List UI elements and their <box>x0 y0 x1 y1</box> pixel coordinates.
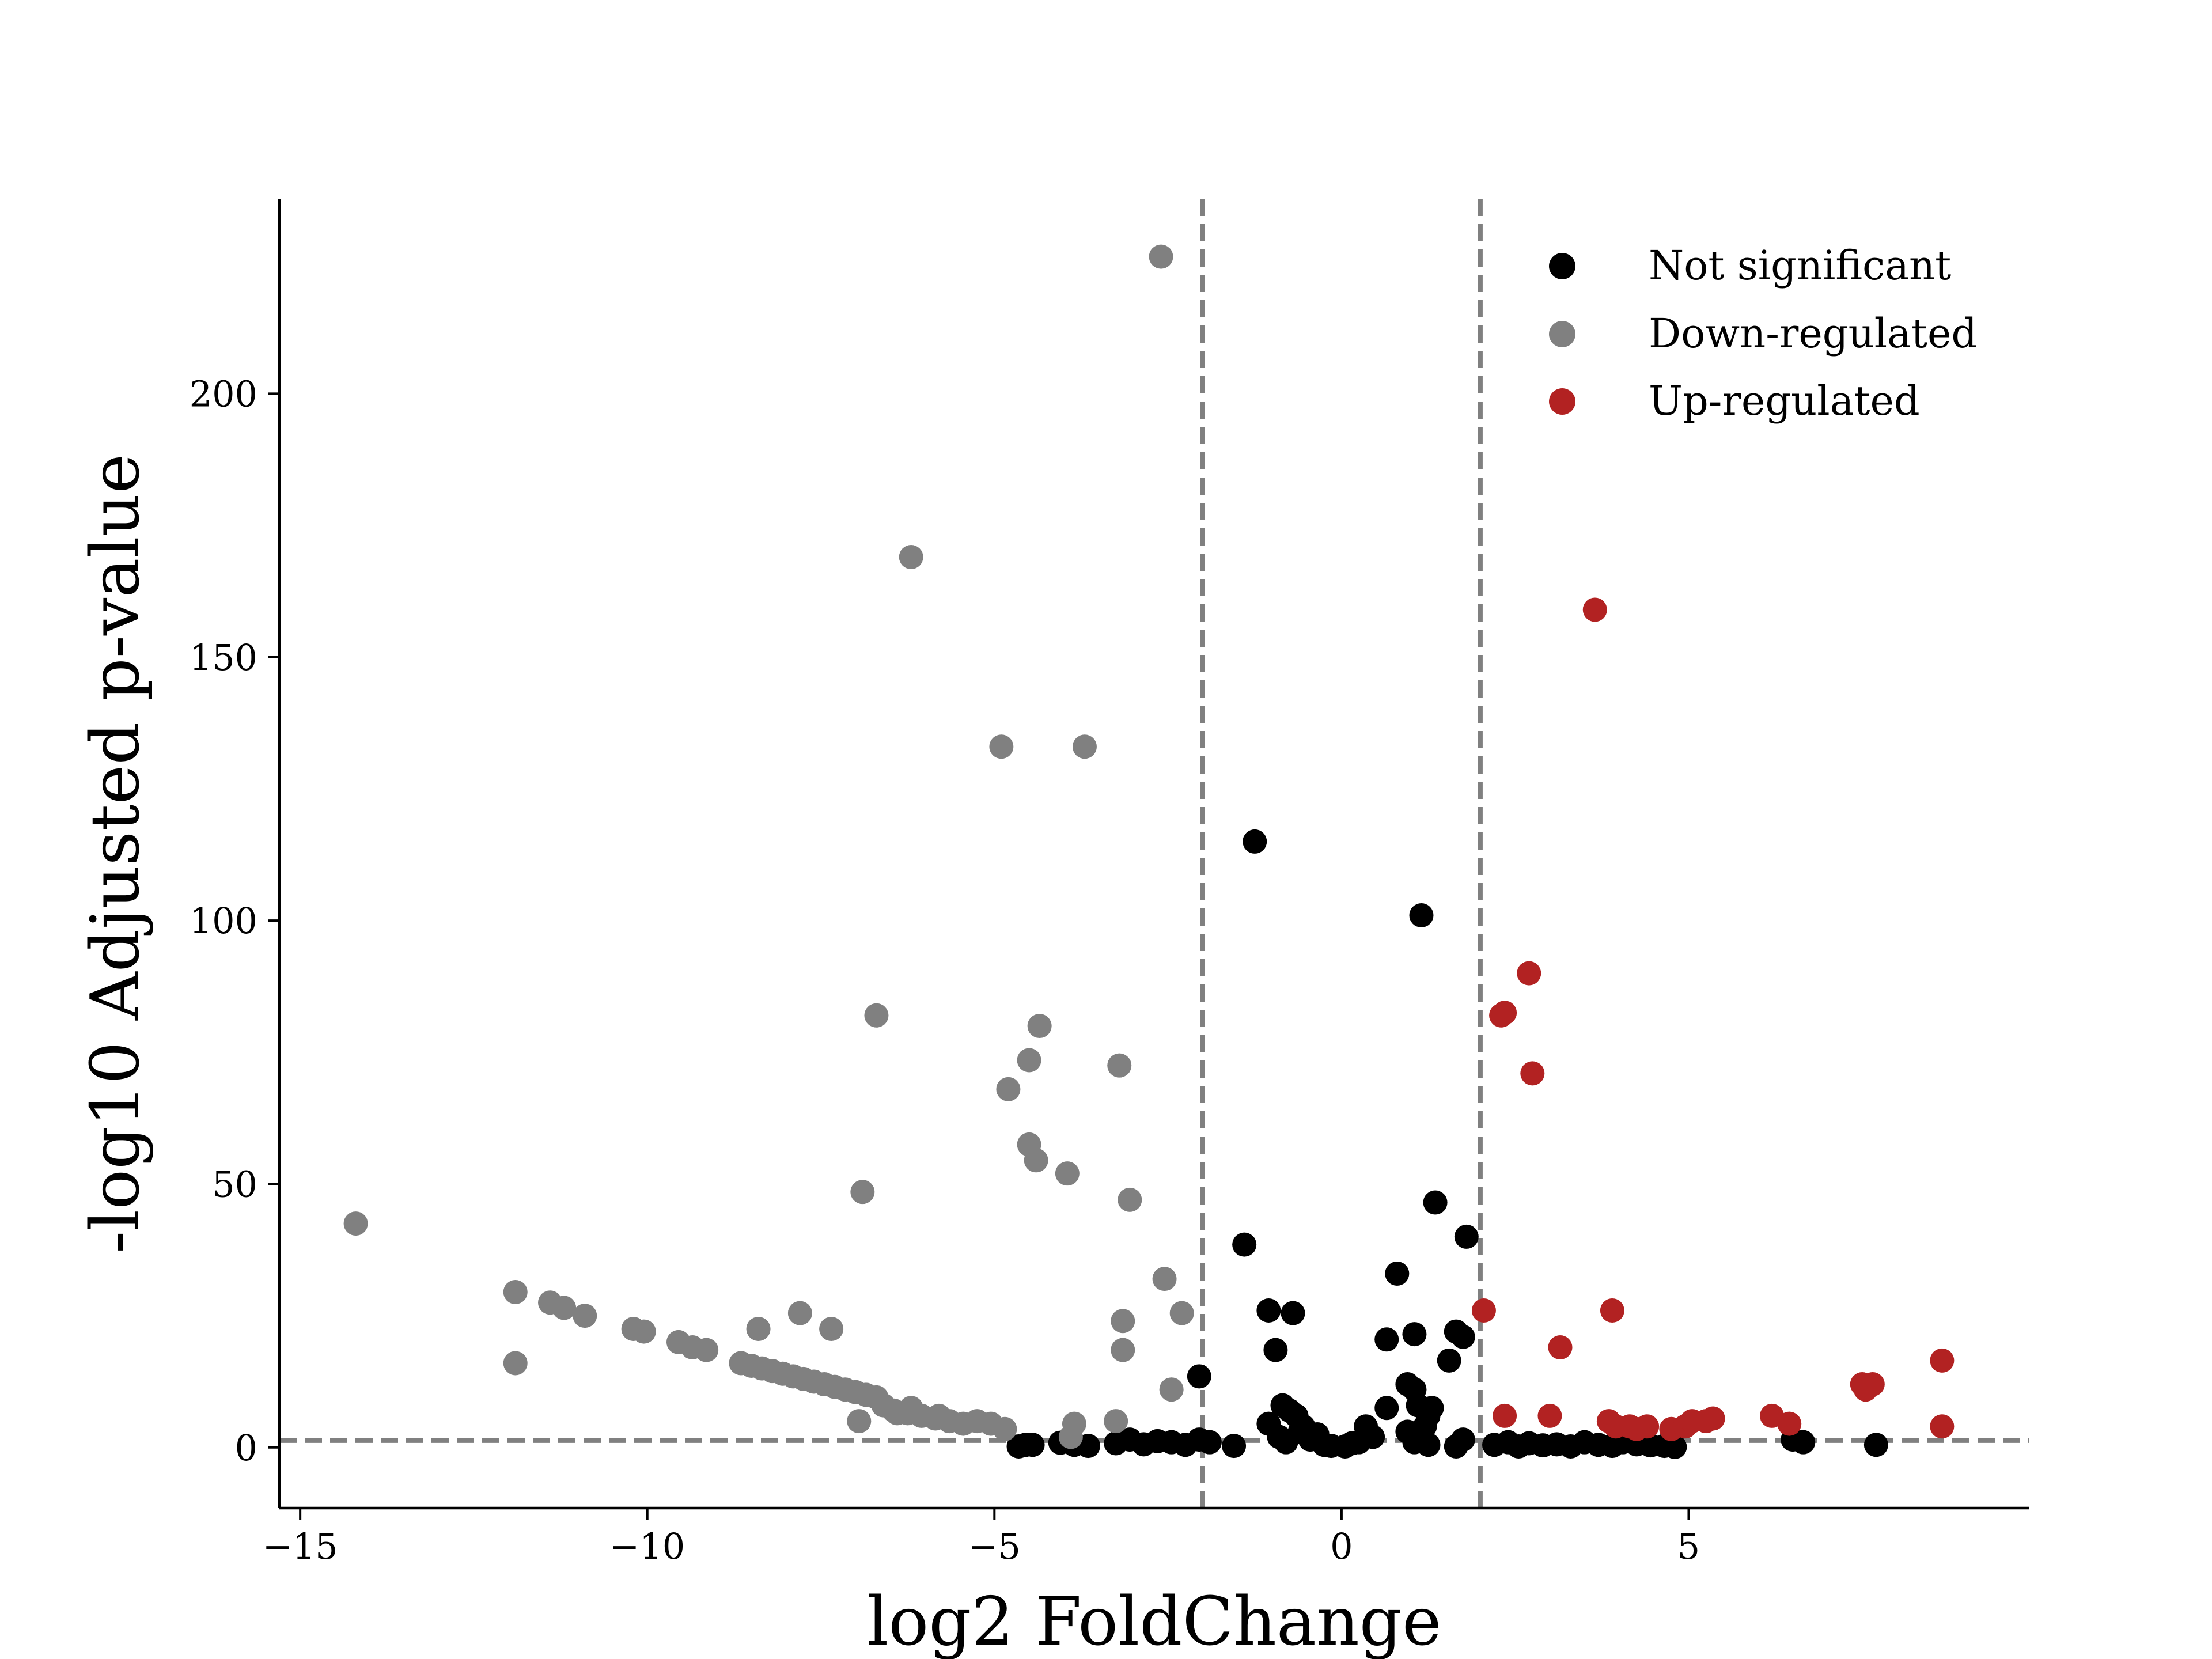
point-down-regulated <box>1153 1267 1177 1291</box>
point-not-significant <box>1402 1322 1426 1346</box>
point-down-regulated <box>1073 734 1097 759</box>
point-down-regulated <box>927 1404 951 1428</box>
y-tick-label: 100 <box>190 900 257 942</box>
point-down-regulated <box>1024 1148 1048 1172</box>
point-up-regulated <box>1635 1414 1659 1438</box>
y-axis-title: -log10 Adjusted p-value <box>77 454 154 1253</box>
point-down-regulated <box>1104 1409 1128 1433</box>
legend-marker-down-regulated <box>1549 321 1575 347</box>
point-down-regulated <box>788 1301 812 1325</box>
point-not-significant <box>1281 1301 1305 1325</box>
y-tick-label: 0 <box>235 1427 257 1469</box>
point-not-significant <box>1409 903 1433 927</box>
legend-label-not-significant: Not significant <box>1649 242 1951 289</box>
point-not-significant <box>1437 1349 1461 1373</box>
point-down-regulated <box>864 1003 888 1028</box>
legend-label-up-regulated: Up-regulated <box>1649 377 1920 425</box>
point-not-significant <box>1198 1430 1222 1455</box>
point-up-regulated <box>1517 961 1541 986</box>
point-down-regulated <box>1111 1309 1135 1333</box>
point-not-significant <box>1455 1225 1479 1249</box>
point-down-regulated <box>899 545 923 569</box>
point-down-regulated <box>1160 1377 1184 1402</box>
point-up-regulated <box>1583 597 1607 622</box>
point-up-regulated <box>1930 1414 1954 1438</box>
point-not-significant <box>1361 1425 1385 1449</box>
point-down-regulated <box>1107 1054 1131 1078</box>
point-not-significant <box>1374 1396 1399 1420</box>
x-tick-label: 5 <box>1677 1525 1700 1567</box>
point-not-significant <box>1104 1431 1128 1455</box>
x-tick-label: 0 <box>1330 1525 1353 1567</box>
x-tick-label: −15 <box>263 1525 338 1567</box>
point-down-regulated <box>989 734 1013 759</box>
point-down-regulated <box>1170 1301 1194 1325</box>
point-not-significant <box>1451 1325 1475 1349</box>
point-up-regulated <box>1520 1061 1544 1085</box>
point-not-significant <box>1420 1396 1444 1420</box>
point-down-regulated <box>1118 1188 1142 1212</box>
point-down-regulated <box>552 1296 576 1320</box>
point-down-regulated <box>850 1180 874 1204</box>
point-down-regulated <box>996 1077 1020 1101</box>
point-not-significant <box>1263 1338 1287 1362</box>
point-up-regulated <box>1701 1407 1725 1431</box>
point-not-significant <box>1232 1233 1256 1257</box>
point-up-regulated <box>1777 1412 1801 1436</box>
point-up-regulated <box>1600 1298 1624 1323</box>
point-down-regulated <box>573 1304 597 1328</box>
point-down-regulated <box>899 1396 923 1420</box>
point-down-regulated <box>1028 1014 1052 1038</box>
x-axis-title: log2 FoldChange <box>867 1583 1441 1659</box>
legend-marker-up-regulated <box>1549 388 1575 415</box>
point-not-significant <box>1385 1262 1409 1286</box>
data-points <box>344 245 1955 1459</box>
point-up-regulated <box>1472 1298 1496 1323</box>
y-tick-label: 200 <box>190 373 257 415</box>
point-up-regulated <box>1930 1349 1954 1373</box>
point-down-regulated <box>632 1320 656 1344</box>
point-up-regulated <box>1493 1404 1517 1428</box>
point-down-regulated <box>344 1211 368 1236</box>
point-down-regulated <box>1055 1161 1080 1185</box>
point-up-regulated <box>1861 1372 1885 1396</box>
x-tick-label: −10 <box>609 1525 685 1567</box>
point-up-regulated <box>1548 1335 1573 1359</box>
point-not-significant <box>1256 1298 1281 1323</box>
point-down-regulated <box>1149 245 1173 269</box>
point-down-regulated <box>1062 1412 1086 1436</box>
point-down-regulated <box>694 1338 718 1362</box>
point-not-significant <box>1243 830 1267 854</box>
x-tick-label: −5 <box>968 1525 1021 1567</box>
point-not-significant <box>1014 1433 1038 1457</box>
point-up-regulated <box>1493 1001 1517 1025</box>
y-tick-label: 150 <box>190 637 257 679</box>
point-up-regulated <box>1537 1404 1562 1428</box>
legend-marker-not-significant <box>1549 253 1575 279</box>
point-not-significant <box>1451 1427 1475 1452</box>
point-down-regulated <box>1111 1338 1135 1362</box>
point-down-regulated <box>819 1317 843 1341</box>
legend: Not significant Down-regulated Up-regula… <box>1549 242 1977 425</box>
point-not-significant <box>1187 1364 1211 1388</box>
point-down-regulated <box>747 1317 771 1341</box>
point-not-significant <box>1416 1433 1441 1457</box>
point-down-regulated <box>1017 1048 1041 1073</box>
point-down-regulated <box>993 1417 1017 1441</box>
point-down-regulated <box>503 1280 528 1304</box>
point-not-significant <box>1864 1433 1888 1457</box>
legend-label-down-regulated: Down-regulated <box>1649 310 1977 357</box>
point-down-regulated <box>847 1409 871 1433</box>
point-not-significant <box>1222 1434 1246 1458</box>
point-down-regulated <box>503 1351 528 1375</box>
point-not-significant <box>1374 1327 1399 1351</box>
y-tick-label: 50 <box>212 1163 257 1205</box>
point-not-significant <box>1423 1190 1448 1214</box>
